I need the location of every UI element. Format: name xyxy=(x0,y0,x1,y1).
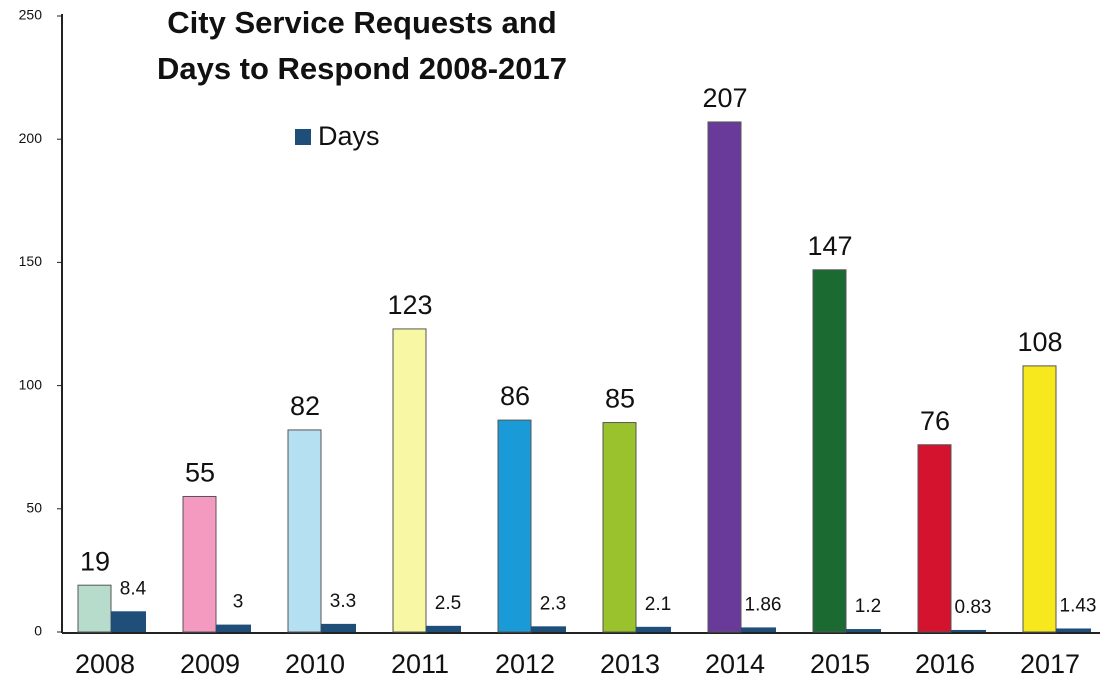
bar xyxy=(917,444,952,633)
value-label: 147 xyxy=(807,231,852,261)
x-tick-label: 2017 xyxy=(1020,649,1080,679)
bar xyxy=(741,627,776,632)
legend-label: Days xyxy=(318,121,380,151)
bar xyxy=(1022,365,1057,633)
bar xyxy=(77,584,112,633)
bar xyxy=(846,629,881,632)
value-label: 55 xyxy=(185,458,215,488)
x-tick-label: 2012 xyxy=(495,649,555,679)
value-label: 76 xyxy=(920,406,950,436)
bar xyxy=(287,429,322,633)
bar xyxy=(636,626,671,632)
bar xyxy=(321,623,356,632)
bar xyxy=(182,495,217,633)
x-tick-label: 2009 xyxy=(180,649,240,679)
value-label: 19 xyxy=(80,546,110,576)
bar xyxy=(531,626,566,632)
value-label: 207 xyxy=(702,83,747,113)
value-label: 1.43 xyxy=(1060,595,1097,616)
value-label: 2.3 xyxy=(540,593,566,614)
value-label: 3 xyxy=(233,592,244,613)
bar xyxy=(392,328,427,633)
x-tick-label: 2016 xyxy=(915,649,975,679)
y-tick-label: 250 xyxy=(19,7,43,23)
value-label: 123 xyxy=(387,290,432,320)
y-tick-label: 100 xyxy=(19,376,43,392)
value-label: 2.1 xyxy=(645,594,671,615)
value-label: 2.5 xyxy=(435,593,461,614)
value-label: 1.2 xyxy=(855,596,881,617)
x-tick-label: 2011 xyxy=(391,649,449,679)
chart-title: City Service Requests and xyxy=(167,5,556,40)
bar xyxy=(951,629,986,632)
value-label: 82 xyxy=(290,391,320,421)
x-tick-label: 2015 xyxy=(810,649,870,679)
value-label: 86 xyxy=(500,381,530,411)
bar xyxy=(812,269,847,633)
chart-title: Days to Respond 2008-2017 xyxy=(157,51,567,86)
x-tick-label: 2014 xyxy=(705,649,765,679)
bar xyxy=(111,611,146,632)
bar xyxy=(707,121,742,633)
bar xyxy=(216,624,251,632)
legend-swatch xyxy=(295,129,311,145)
value-label: 1.86 xyxy=(745,594,782,615)
value-label: 108 xyxy=(1017,327,1062,357)
bar xyxy=(426,625,461,632)
bar xyxy=(602,422,637,633)
value-label: 0.83 xyxy=(955,597,992,618)
y-tick-label: 150 xyxy=(19,253,43,269)
y-tick-label: 50 xyxy=(26,500,42,516)
y-tick-label: 0 xyxy=(34,623,42,639)
value-label: 8.4 xyxy=(120,578,147,599)
value-label: 85 xyxy=(605,384,635,414)
y-tick-label: 200 xyxy=(19,130,43,146)
value-label: 3.3 xyxy=(330,591,356,612)
x-tick-label: 2008 xyxy=(75,649,135,679)
x-tick-label: 2010 xyxy=(285,649,345,679)
x-tick-label: 2013 xyxy=(600,649,660,679)
bar xyxy=(497,419,532,633)
bar xyxy=(1056,628,1091,632)
